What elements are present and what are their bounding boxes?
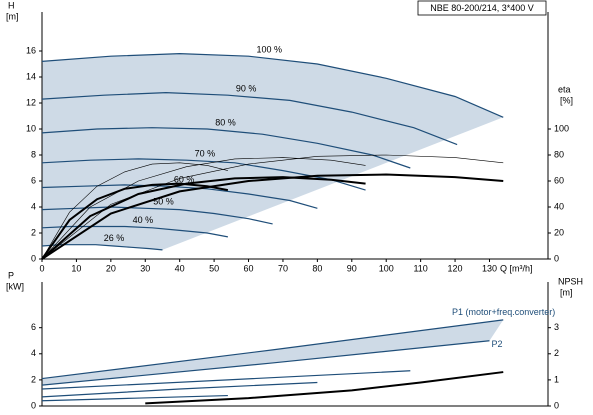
y-tick-label: 12 [26,97,36,107]
operating-region [42,319,504,386]
chart-title: NBE 80-200/214, 3*400 V [430,3,534,13]
curve [41,206,273,225]
y-tick-label: 8 [31,149,36,159]
curve-label: 50 % [153,197,174,207]
y2-tick-label: 0 [554,253,559,263]
y-tick-label: 6 [31,322,36,332]
y2-tick-label: 60 [554,175,564,185]
curve [41,158,366,191]
curve [41,127,411,169]
y-tick-label: 16 [26,45,36,55]
y-tick-label: 0 [31,400,36,410]
y-tick-label: 4 [31,348,36,358]
y-axis-unit: [kW] [6,281,24,291]
x-tick-label: 30 [140,263,150,273]
curve [41,154,504,260]
curve-label: P2 [491,339,502,349]
x-tick-label: 20 [106,263,116,273]
curve [41,319,504,380]
x-tick-label: 70 [278,263,288,273]
y2-tick-label: 20 [554,227,564,237]
curve [41,162,228,260]
y-axis-unit: [m] [6,11,19,21]
curve-label: 26 % [104,233,125,243]
curve [41,394,228,402]
x-tick-label: 50 [209,263,219,273]
y2-tick-label: 2 [554,348,559,358]
y2-axis-unit: [m] [560,287,573,297]
y-tick-label: 6 [31,175,36,185]
y-axis-label: H [8,0,15,10]
y-tick-label: 2 [31,227,36,237]
x-axis-label: Q [m³/h] [500,263,533,273]
curve [41,381,318,398]
curve [145,371,504,405]
curve [41,173,504,260]
x-tick-label: 10 [71,263,81,273]
y-tick-label: 10 [26,123,36,133]
y-tick-label: 4 [31,201,36,211]
curve [41,340,490,386]
curve [41,52,504,118]
curve-label: 100 % [257,45,283,55]
x-tick-label: 110 [413,263,427,273]
curve-label: P1 (motor+freq.converter) [452,307,555,317]
x-tick-label: 100 [379,263,394,273]
y2-axis-label: NPSH [558,276,583,286]
y-axis-label: P [8,270,14,280]
y-tick-label: 2 [31,374,36,384]
curve-label: 90 % [236,84,257,94]
y2-tick-label: 40 [554,201,564,211]
x-tick-label: 130 [482,263,497,273]
curve-label: 60 % [174,175,195,185]
y2-tick-label: 3 [554,322,559,332]
curve [41,370,411,390]
curve [41,91,458,146]
curve [41,225,228,238]
curve-label: 40 % [133,215,154,225]
y2-axis-unit: [%] [560,95,573,105]
curve-label: 80 % [215,117,236,127]
curve-label: 70 % [195,149,216,159]
x-tick-label: 0 [39,263,44,273]
curve [41,184,318,209]
y2-tick-label: 80 [554,149,564,159]
x-tick-label: 120 [448,263,463,273]
curve [41,157,366,260]
y2-tick-label: 1 [554,374,559,384]
x-tick-label: 80 [312,263,322,273]
y2-tick-label: 100 [554,123,569,133]
title-box [417,0,547,16]
x-tick-label: 90 [347,263,357,273]
y2-axis-label: eta [558,84,571,94]
y-tick-label: 0 [31,253,36,263]
curve [41,176,366,260]
x-tick-label: 60 [244,263,254,273]
y-tick-label: 14 [26,71,36,81]
y2-tick-label: 0 [554,400,559,410]
operating-region [42,53,504,250]
curve [41,182,229,260]
x-tick-label: 40 [175,263,185,273]
